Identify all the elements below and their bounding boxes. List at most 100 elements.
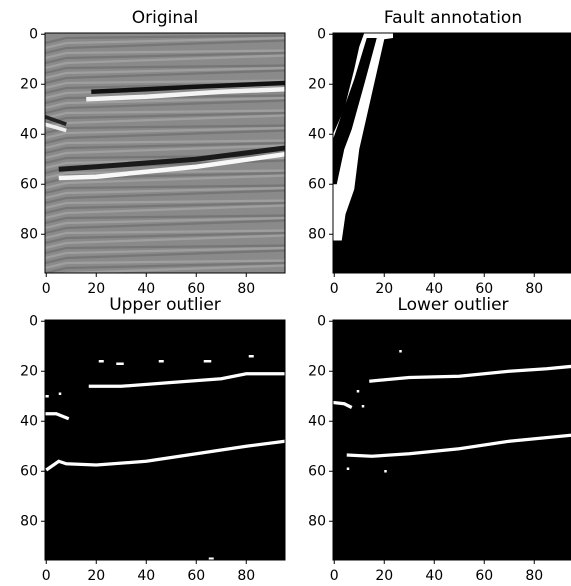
- texture: [45, 174, 285, 190]
- y-tick-label: 0: [317, 313, 326, 329]
- bright-reflector: [45, 122, 67, 133]
- texture: [45, 111, 285, 125]
- texture: [45, 244, 285, 255]
- texture: [45, 139, 285, 150]
- texture: [45, 34, 285, 45]
- image: [333, 320, 571, 560]
- axes-frame: [44, 319, 286, 561]
- texture: [45, 204, 285, 220]
- texture: [45, 219, 285, 235]
- outlier-trace: [88, 372, 285, 388]
- texture: [45, 144, 285, 160]
- texture: [45, 261, 285, 273]
- y-tick-label: 20: [20, 363, 38, 379]
- axes-frame: [332, 32, 571, 274]
- dark-reflector: [91, 80, 285, 94]
- texture: [45, 99, 285, 115]
- subplot-title: Lower outlier: [397, 295, 508, 315]
- y-tick-label: 60: [308, 176, 326, 192]
- texture: [45, 54, 285, 70]
- outlier-trace: [333, 400, 353, 409]
- subplot-title: Upper outlier: [109, 295, 221, 315]
- texture: [45, 214, 285, 225]
- image: [333, 33, 571, 273]
- x-tick-label: 20: [87, 568, 105, 584]
- texture: [45, 109, 285, 120]
- x-tick-label: 80: [525, 281, 543, 297]
- outlier-trace: [45, 355, 254, 398]
- texture: [45, 231, 285, 245]
- texture: [45, 189, 285, 205]
- x-tick-label: 20: [87, 281, 105, 297]
- texture: [45, 201, 285, 215]
- x-tick-label: 20: [375, 281, 393, 297]
- y-tick-label: 60: [20, 176, 38, 192]
- y-tick-label: 80: [20, 513, 38, 529]
- texture: [45, 66, 285, 80]
- y-tick-label: 80: [308, 513, 326, 529]
- texture: [45, 246, 285, 260]
- x-tick-label: 40: [425, 281, 443, 297]
- outlier-trace: [45, 412, 70, 421]
- x-tick-label: 0: [330, 568, 339, 584]
- texture: [45, 259, 285, 270]
- y-tick-label: 40: [308, 413, 326, 429]
- bright-reflector: [86, 87, 285, 102]
- y-tick-label: 0: [29, 26, 38, 42]
- texture: [45, 249, 285, 265]
- outlier-trace: [45, 439, 285, 472]
- x-tick-label: 60: [475, 568, 493, 584]
- texture: [45, 64, 285, 75]
- x-tick-label: 0: [330, 281, 339, 297]
- y-tick-label: 80: [308, 226, 326, 242]
- texture: [45, 141, 285, 155]
- fault-gap: [333, 38, 377, 185]
- x-tick-label: 60: [475, 281, 493, 297]
- subplot-title: Original: [132, 8, 199, 28]
- y-tick-label: 20: [308, 363, 326, 379]
- image-background: [45, 320, 285, 560]
- fault-region: [333, 33, 393, 241]
- texture: [45, 229, 285, 240]
- y-tick-label: 80: [20, 226, 38, 242]
- axes-frame: [44, 32, 286, 274]
- texture: [45, 96, 285, 110]
- texture: [45, 184, 285, 195]
- x-tick-label: 20: [375, 568, 393, 584]
- image: [45, 320, 285, 560]
- texture: [45, 186, 285, 200]
- outlier-trace: [346, 433, 571, 458]
- texture: [45, 69, 285, 85]
- texture: [45, 124, 285, 135]
- texture: [45, 234, 285, 250]
- texture: [45, 216, 285, 230]
- y-tick-label: 0: [29, 313, 38, 329]
- y-tick-label: 40: [308, 126, 326, 142]
- y-tick-label: 40: [20, 413, 38, 429]
- y-tick-label: 0: [317, 26, 326, 42]
- y-tick-label: 60: [308, 463, 326, 479]
- outlier-trace: [369, 364, 571, 383]
- x-tick-label: 80: [525, 568, 543, 584]
- subplot-title: Fault annotation: [384, 8, 522, 28]
- outlier-trace: [346, 350, 402, 473]
- texture: [61, 264, 285, 273]
- texture: [45, 36, 285, 50]
- x-tick-label: 40: [137, 281, 155, 297]
- texture: [45, 169, 285, 180]
- x-tick-label: 60: [187, 568, 205, 584]
- texture: [45, 199, 285, 210]
- x-tick-label: 0: [42, 281, 51, 297]
- dark-reflector: [45, 114, 67, 127]
- dark-reflector: [58, 145, 285, 172]
- texture: [45, 39, 285, 55]
- texture: [45, 94, 285, 105]
- y-tick-label: 60: [20, 463, 38, 479]
- x-tick-label: 80: [237, 568, 255, 584]
- bright-reflector: [58, 152, 285, 181]
- texture: [45, 79, 285, 90]
- x-tick-label: 60: [187, 281, 205, 297]
- x-tick-label: 40: [137, 568, 155, 584]
